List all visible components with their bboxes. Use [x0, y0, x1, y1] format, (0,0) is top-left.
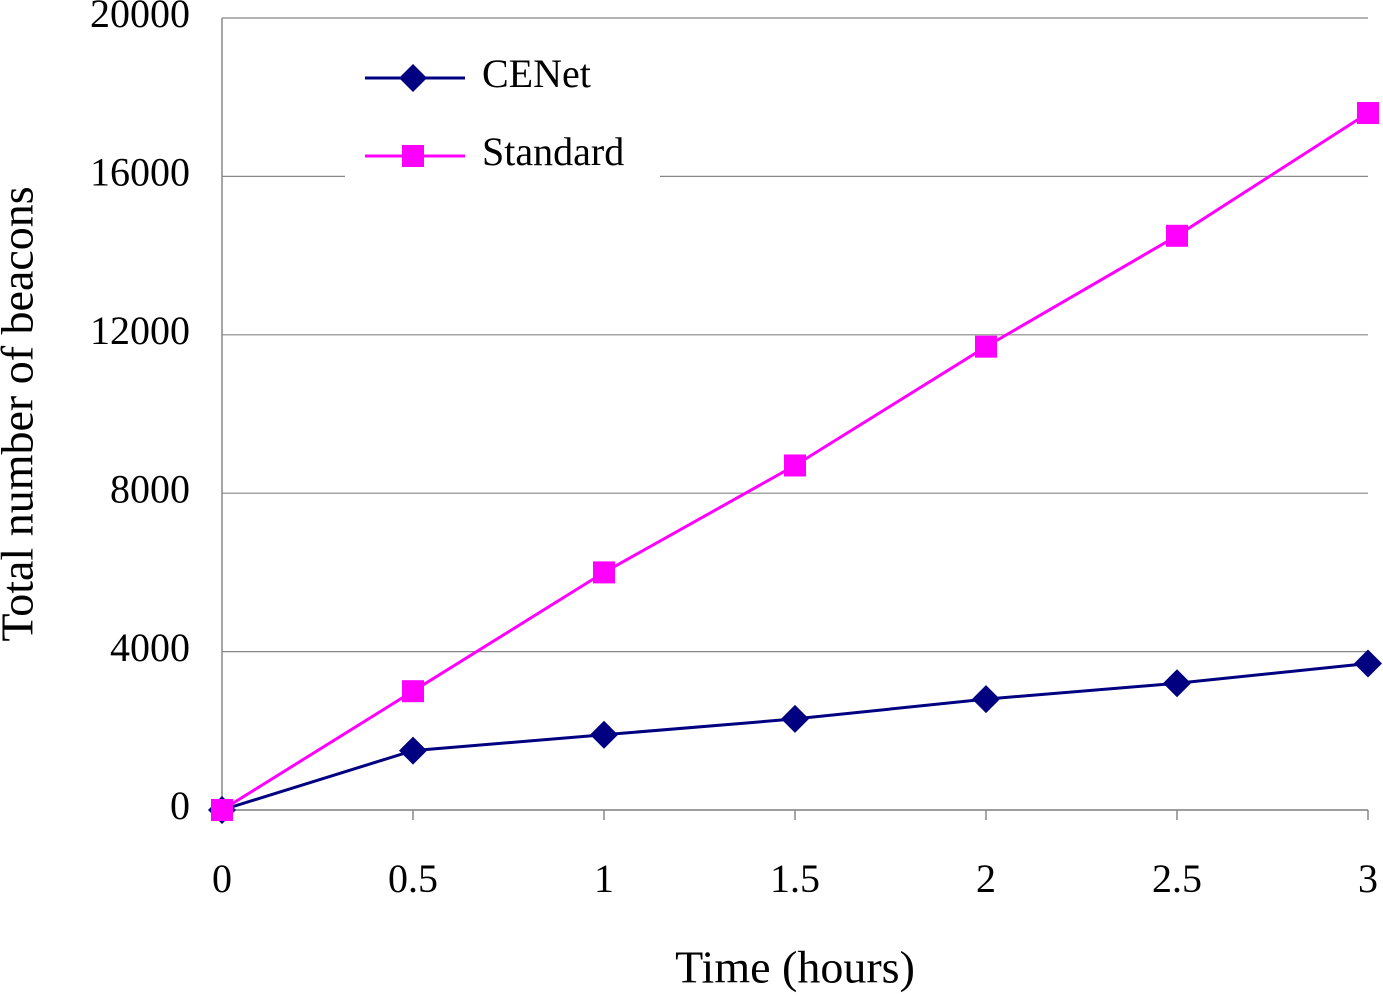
marker	[1166, 224, 1188, 247]
x-tick-label: 2.5	[1152, 856, 1202, 901]
marker	[590, 720, 618, 749]
marker	[784, 454, 806, 477]
x-tick-label: 1.5	[770, 856, 820, 901]
marker	[1354, 649, 1382, 678]
legend-label: CENet	[482, 51, 591, 96]
series-line	[221, 661, 1369, 812]
marker	[975, 335, 997, 358]
x-axis-title: Time (hours)	[675, 942, 915, 993]
x-tick-label: 2	[976, 856, 996, 901]
marker	[402, 680, 424, 703]
x-tick-label: 0.5	[388, 856, 438, 901]
y-axis-title: Total number of beacons	[0, 186, 43, 641]
marker	[593, 561, 615, 584]
marker	[399, 64, 427, 92]
marker	[972, 685, 1000, 714]
marker	[402, 145, 424, 167]
y-tick-label: 20000	[90, 0, 190, 36]
marker	[1163, 669, 1191, 698]
y-tick-label: 4000	[110, 625, 190, 670]
y-tick-label: 16000	[90, 150, 190, 195]
legend: CENet Standard	[345, 40, 660, 185]
x-tick-label: 3	[1358, 856, 1378, 901]
legend-label: Standard	[482, 129, 624, 174]
x-tick-label: 1	[594, 856, 614, 901]
marker	[211, 799, 233, 821]
legend-box	[345, 40, 660, 185]
marker	[1357, 102, 1379, 125]
marker	[399, 736, 427, 765]
y-tick-label: 12000	[90, 308, 190, 353]
y-tick-label: 8000	[110, 466, 190, 511]
x-tick-label: 0	[212, 856, 232, 901]
y-tick-label: 0	[170, 783, 190, 828]
marker	[781, 704, 809, 733]
